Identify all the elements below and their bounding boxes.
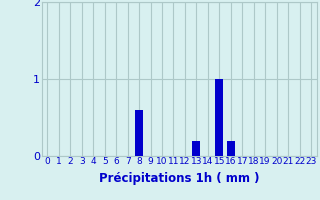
Bar bbox=[135, 110, 143, 156]
Bar bbox=[227, 141, 235, 156]
X-axis label: Précipitations 1h ( mm ): Précipitations 1h ( mm ) bbox=[99, 172, 260, 185]
Bar bbox=[215, 79, 223, 156]
Bar bbox=[192, 141, 200, 156]
